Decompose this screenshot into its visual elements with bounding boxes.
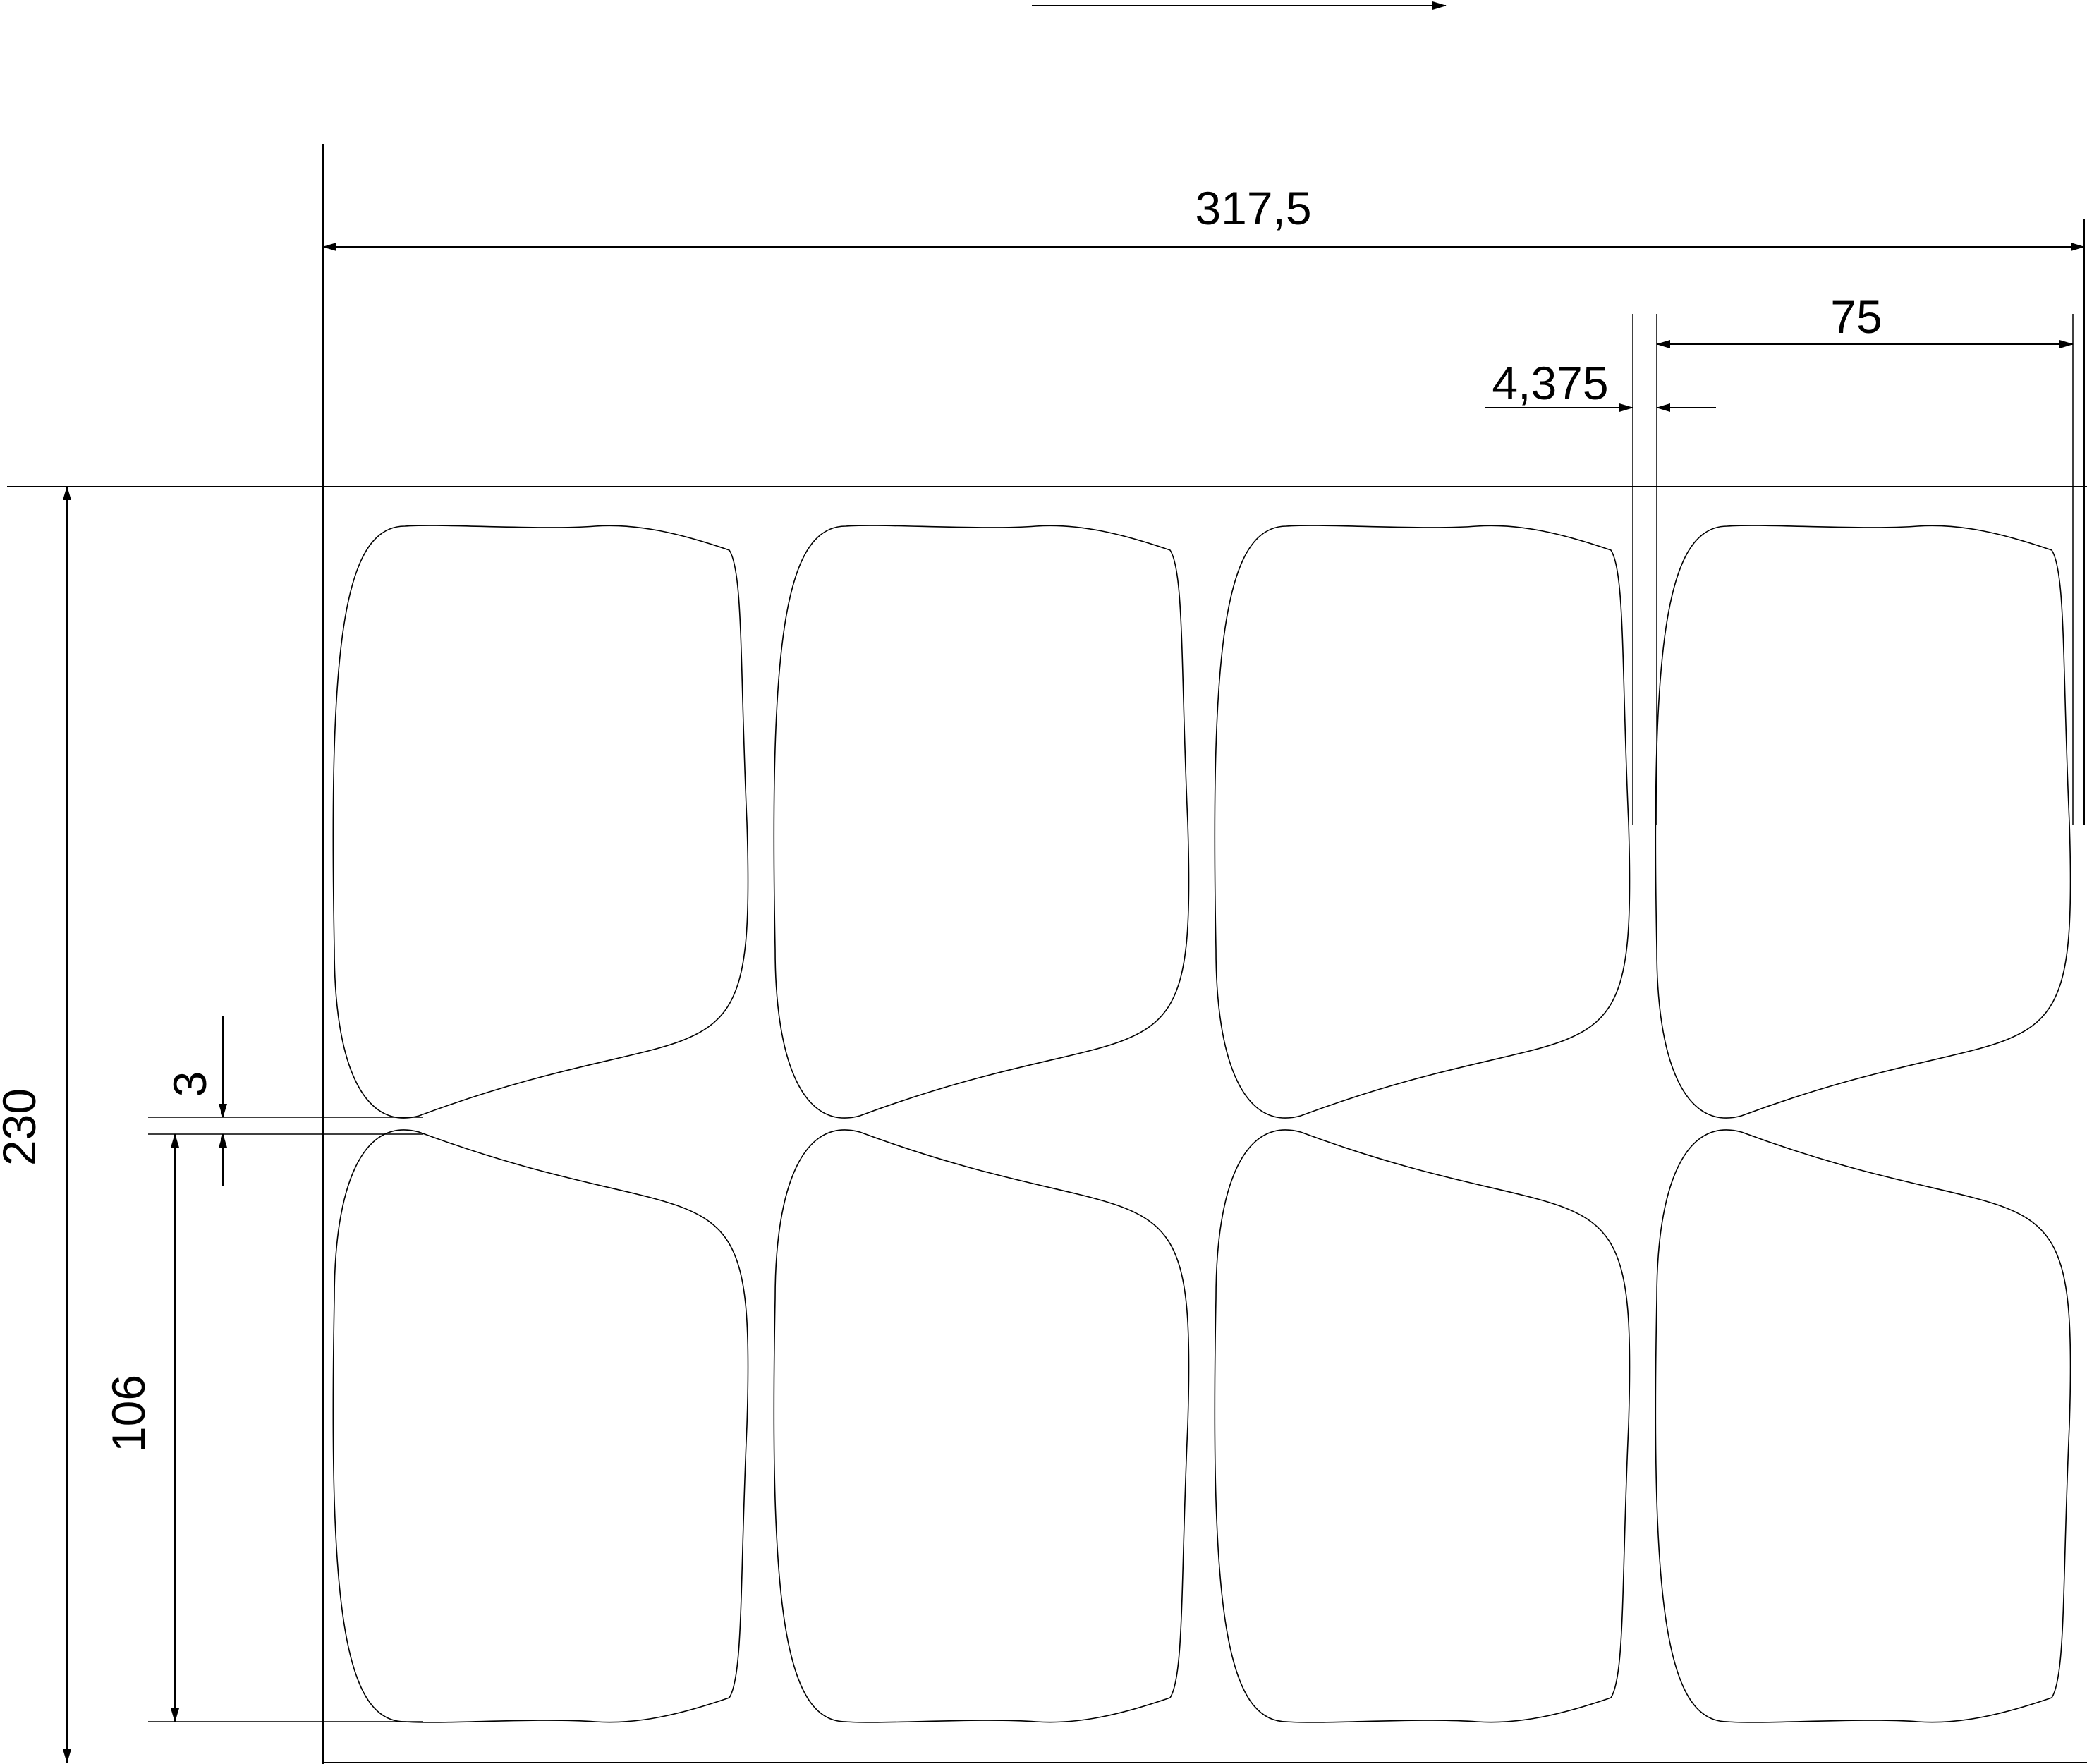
label-shape-r1-c1 [332,525,749,1119]
label-shape-r1-c2 [773,525,1190,1119]
label-height-dimension: 106 [102,1133,423,1722]
label-shapes [332,525,2071,1723]
total-width-value: 317,5 [1195,182,1311,234]
total-height-dimension: 230 [0,486,71,1763]
label-width-dimension: 75 [1632,291,2074,825]
total-height-value: 230 [0,1088,45,1166]
row-gap-value: 3 [164,1071,216,1097]
label-height-value: 106 [102,1375,154,1452]
gap-dimension: 4,375 [1485,357,1716,412]
label-shape-r2-c2 [773,1129,1190,1723]
label-shape-r2-c4 [1655,1129,2071,1723]
label-shape-r1-c4 [1655,525,2071,1119]
row-gap-dimension: 3 [148,1016,423,1186]
label-shape-r2-c3 [1214,1129,1631,1723]
gap-value: 4,375 [1492,357,1608,409]
sheet-outline [7,144,2087,1764]
label-shape-r2-c1 [332,1129,749,1723]
label-width-value: 75 [1830,291,1882,343]
label-shape-r1-c3 [1214,525,1631,1119]
total-width-dimension: 317,5 [322,182,2085,251]
